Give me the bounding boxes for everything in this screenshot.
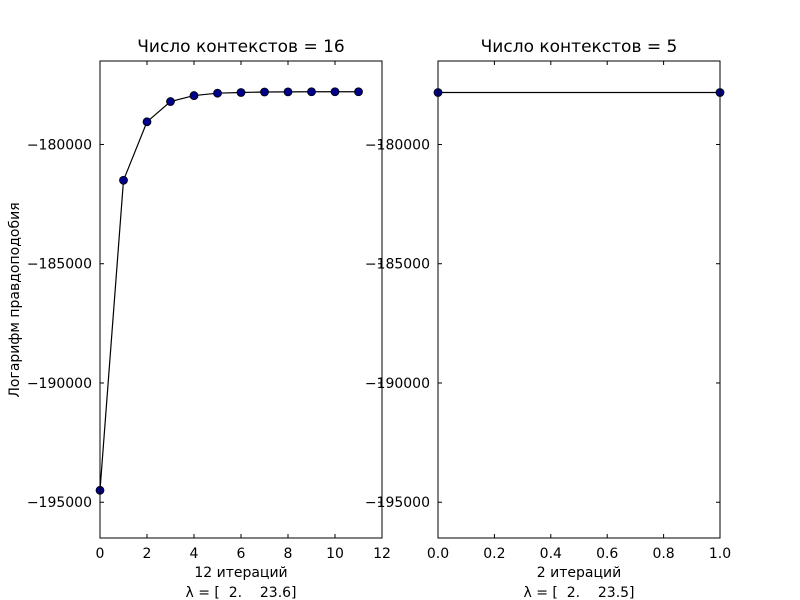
data-point xyxy=(307,87,316,97)
y-tick-label: −190000 xyxy=(27,376,92,392)
y-tick-label: −180000 xyxy=(365,137,430,153)
subplot-2-xlabel-lambda: λ = [ 2. 23.5] xyxy=(523,585,634,600)
x-tick-label: 2 xyxy=(143,546,152,562)
y-tick-label: −180000 xyxy=(27,137,92,153)
data-point xyxy=(260,87,269,97)
data-point xyxy=(354,87,363,97)
y-tick-label: −195000 xyxy=(365,495,430,511)
subplot-2-xticks: 0.0 0.2 0.4 0.6 0.8 1.0 xyxy=(427,61,731,562)
x-tick-label: 0 xyxy=(96,546,105,562)
x-tick-label: 0.0 xyxy=(427,546,449,562)
subplot-1-yticks: −180000 −185000 −190000 −195000 xyxy=(27,137,382,511)
subplot-1: Число контекстов = 16 0 2 4 6 8 10 12 −180000−… xyxy=(7,37,391,600)
data-point xyxy=(236,88,246,97)
data-point xyxy=(142,117,152,127)
x-tick-label: 4 xyxy=(190,546,199,562)
data-point xyxy=(330,87,340,97)
x-tick-label: 10 xyxy=(326,546,344,562)
subplot-2: Число контекстов = 5 0.0 0.2 0.4 0.6 0.8 1.0 … xyxy=(365,37,731,600)
y-tick-label: −195000 xyxy=(27,495,92,511)
subplot-2-yticks: −180000 −185000 −190000 −195000 xyxy=(365,137,720,511)
subplot-1-xticks: 0 2 4 6 8 10 12 xyxy=(96,61,391,562)
x-tick-label: 12 xyxy=(373,546,391,562)
subplot-2-title: Число контекстов = 5 xyxy=(481,37,678,57)
subplot-1-ylabel: Логарифм правдоподобия xyxy=(7,202,23,397)
subplot-1-title: Число контекстов = 16 xyxy=(137,37,345,57)
subplot-2-xlabel: 2 итераций xyxy=(537,565,621,581)
x-tick-label: 8 xyxy=(284,546,293,562)
data-point xyxy=(213,88,222,98)
data-point xyxy=(119,175,128,185)
y-tick-label: −190000 xyxy=(365,376,430,392)
x-tick-label: 0.2 xyxy=(483,546,505,562)
subplot-1-series xyxy=(95,87,363,495)
subplot-1-xlabel-lambda: λ = [ 2. 23.6] xyxy=(185,585,296,600)
subplot-2-frame xyxy=(437,60,721,539)
x-tick-label: 0.8 xyxy=(652,546,674,562)
data-point xyxy=(166,97,175,106)
y-tick-label: −185000 xyxy=(27,257,92,273)
x-tick-label: 1.0 xyxy=(709,546,731,562)
x-tick-label: 0.4 xyxy=(540,546,562,562)
x-tick-label: 6 xyxy=(237,546,246,562)
subplot-1-xlabel: 12 итераций xyxy=(194,565,287,581)
data-point xyxy=(189,91,199,100)
x-tick-label: 0.6 xyxy=(596,546,618,562)
y-tick-label: −185000 xyxy=(365,257,430,273)
data-point xyxy=(283,87,293,97)
